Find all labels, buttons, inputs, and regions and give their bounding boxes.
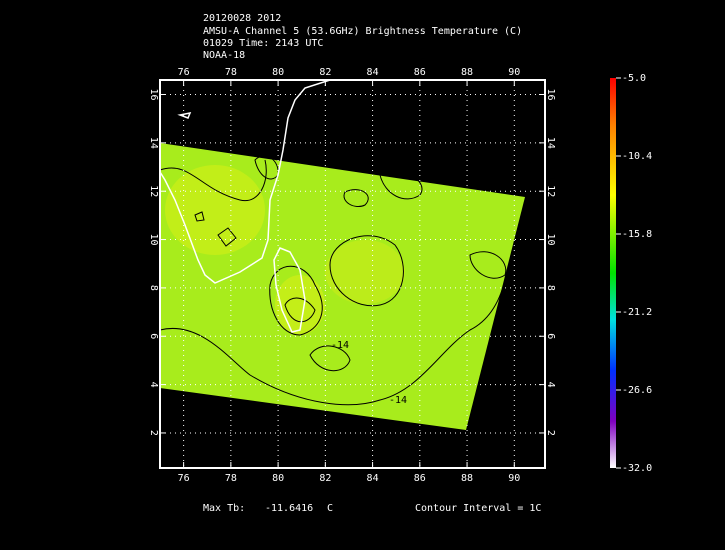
y-tick-label: 8 <box>148 285 159 291</box>
contours <box>159 155 507 406</box>
map <box>159 79 546 469</box>
y-tick-label: 2 <box>545 430 556 436</box>
colorbar-label: -26.6 <box>622 385 652 396</box>
x-tick-label: 78 <box>225 67 237 78</box>
y-tick-label: 2 <box>148 430 159 436</box>
y-tick-label: 16 <box>545 88 556 100</box>
y-tick-label: 6 <box>148 333 159 339</box>
x-tick-label: 84 <box>367 473 379 484</box>
footer-label: Max Tb: <box>203 503 245 514</box>
y-tick-label: 10 <box>148 234 159 246</box>
colorbar-label: -32.0 <box>622 463 652 474</box>
colorbar-label: -10.4 <box>622 151 652 162</box>
map-frame <box>159 79 546 469</box>
x-tick-label: 80 <box>272 473 284 484</box>
header-line: NOAA-18 <box>203 50 245 61</box>
colorbar-label: -15.8 <box>622 229 652 240</box>
x-tick-label: 76 <box>178 473 190 484</box>
x-tick-label: 86 <box>414 67 426 78</box>
x-tick-label: 86 <box>414 473 426 484</box>
y-tick-label: 6 <box>545 333 556 339</box>
x-tick-label: 90 <box>508 473 520 484</box>
x-tick-label: 82 <box>319 473 331 484</box>
colorbar <box>610 78 616 468</box>
x-tick-label: 90 <box>508 67 520 78</box>
coastline <box>159 79 331 333</box>
y-tick-label: 12 <box>148 185 159 197</box>
y-tick-label: 10 <box>545 234 556 246</box>
y-tick-label: 4 <box>545 382 556 388</box>
warm-area <box>275 275 325 335</box>
contour-label: -14 <box>389 395 407 406</box>
warm-area <box>165 165 265 255</box>
y-tick-label: 14 <box>545 137 556 149</box>
footer-contour: Contour Interval = 1C <box>415 503 541 514</box>
header-line: 01029 Time: 2143 UTC <box>203 38 323 49</box>
y-tick-label: 14 <box>148 137 159 149</box>
header-line: 20120028 2012 <box>203 13 281 24</box>
y-tick-label: 12 <box>545 185 556 197</box>
y-tick-label: 4 <box>148 382 159 388</box>
footer-unit: C <box>327 503 333 514</box>
warm-area <box>325 240 405 304</box>
x-tick-label: 82 <box>319 67 331 78</box>
y-tick-label: 8 <box>545 285 556 291</box>
y-tick-label: 16 <box>148 88 159 100</box>
colorbar-label: -5.0 <box>622 73 646 84</box>
contour-label: -14 <box>331 340 349 351</box>
x-tick-label: 76 <box>178 67 190 78</box>
colorbar-label: -21.2 <box>622 307 652 318</box>
x-tick-label: 88 <box>461 67 473 78</box>
x-tick-label: 88 <box>461 473 473 484</box>
x-tick-label: 78 <box>225 473 237 484</box>
footer-value: -11.6416 <box>265 503 313 514</box>
x-tick-label: 80 <box>272 67 284 78</box>
x-tick-label: 84 <box>367 67 379 78</box>
header-line: AMSU-A Channel 5 (53.6GHz) Brightness Te… <box>203 26 522 37</box>
